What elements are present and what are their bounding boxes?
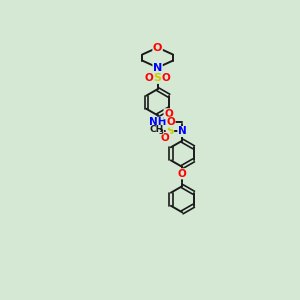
Text: N: N xyxy=(153,63,162,73)
Text: CH: CH xyxy=(150,125,164,134)
Text: O: O xyxy=(162,73,170,83)
Text: S: S xyxy=(154,73,162,83)
Text: NH: NH xyxy=(149,117,167,127)
Text: O: O xyxy=(145,73,154,83)
Text: S: S xyxy=(166,126,174,136)
Text: N: N xyxy=(178,127,187,136)
Text: O: O xyxy=(166,117,175,127)
Text: 3: 3 xyxy=(158,129,163,135)
Text: O: O xyxy=(164,109,173,119)
Text: O: O xyxy=(161,133,170,142)
Text: O: O xyxy=(153,43,162,52)
Text: O: O xyxy=(178,169,187,179)
